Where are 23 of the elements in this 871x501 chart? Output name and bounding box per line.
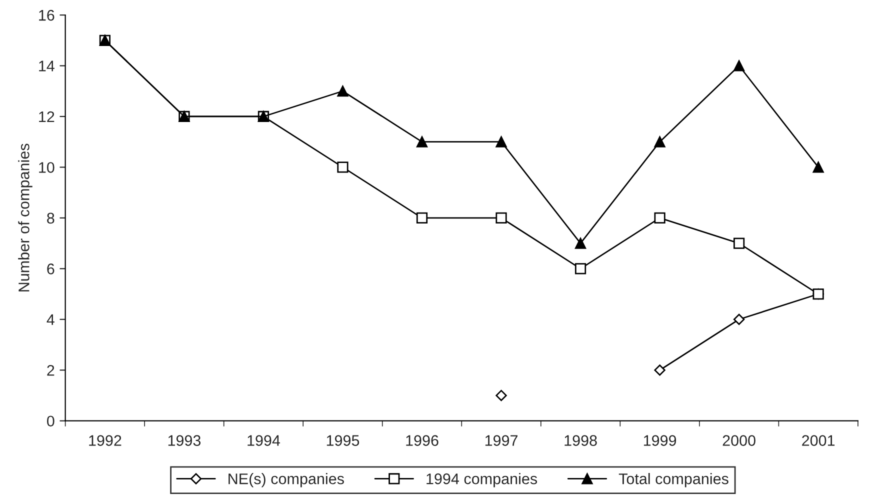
- x-tick-label: 1996: [406, 435, 438, 446]
- y-tick-label: 12: [39, 111, 54, 122]
- y-tick-label: 2: [47, 364, 54, 376]
- y-tick-label: 16: [39, 10, 54, 21]
- legend-label: NE(s) companies: [228, 473, 344, 488]
- y-tick-label: 0: [47, 416, 54, 427]
- x-tick-label: 2001: [802, 435, 835, 446]
- x-tick-label: 1998: [564, 435, 597, 446]
- legend-label: Total companies: [618, 473, 728, 488]
- y-tick-label: 4: [46, 314, 54, 325]
- x-tick-label: 1994: [248, 435, 280, 446]
- y-axis-title: Number of companies: [18, 144, 32, 292]
- x-tick-label: 2000: [722, 435, 756, 446]
- x-tick-label: 1997: [485, 435, 518, 446]
- y-tick-label: 14: [39, 60, 54, 72]
- y-tick-label: 10: [39, 162, 54, 173]
- y-tick-label: 8: [47, 212, 54, 224]
- y-tick-label: 6: [47, 264, 54, 274]
- x-tick-label: 1992: [89, 435, 122, 446]
- x-tick-label: 1993: [168, 435, 201, 446]
- x-tick-label: 1999: [644, 435, 676, 446]
- legend-label: 1994 companies: [426, 473, 538, 488]
- x-tick-label: 1995: [326, 435, 360, 446]
